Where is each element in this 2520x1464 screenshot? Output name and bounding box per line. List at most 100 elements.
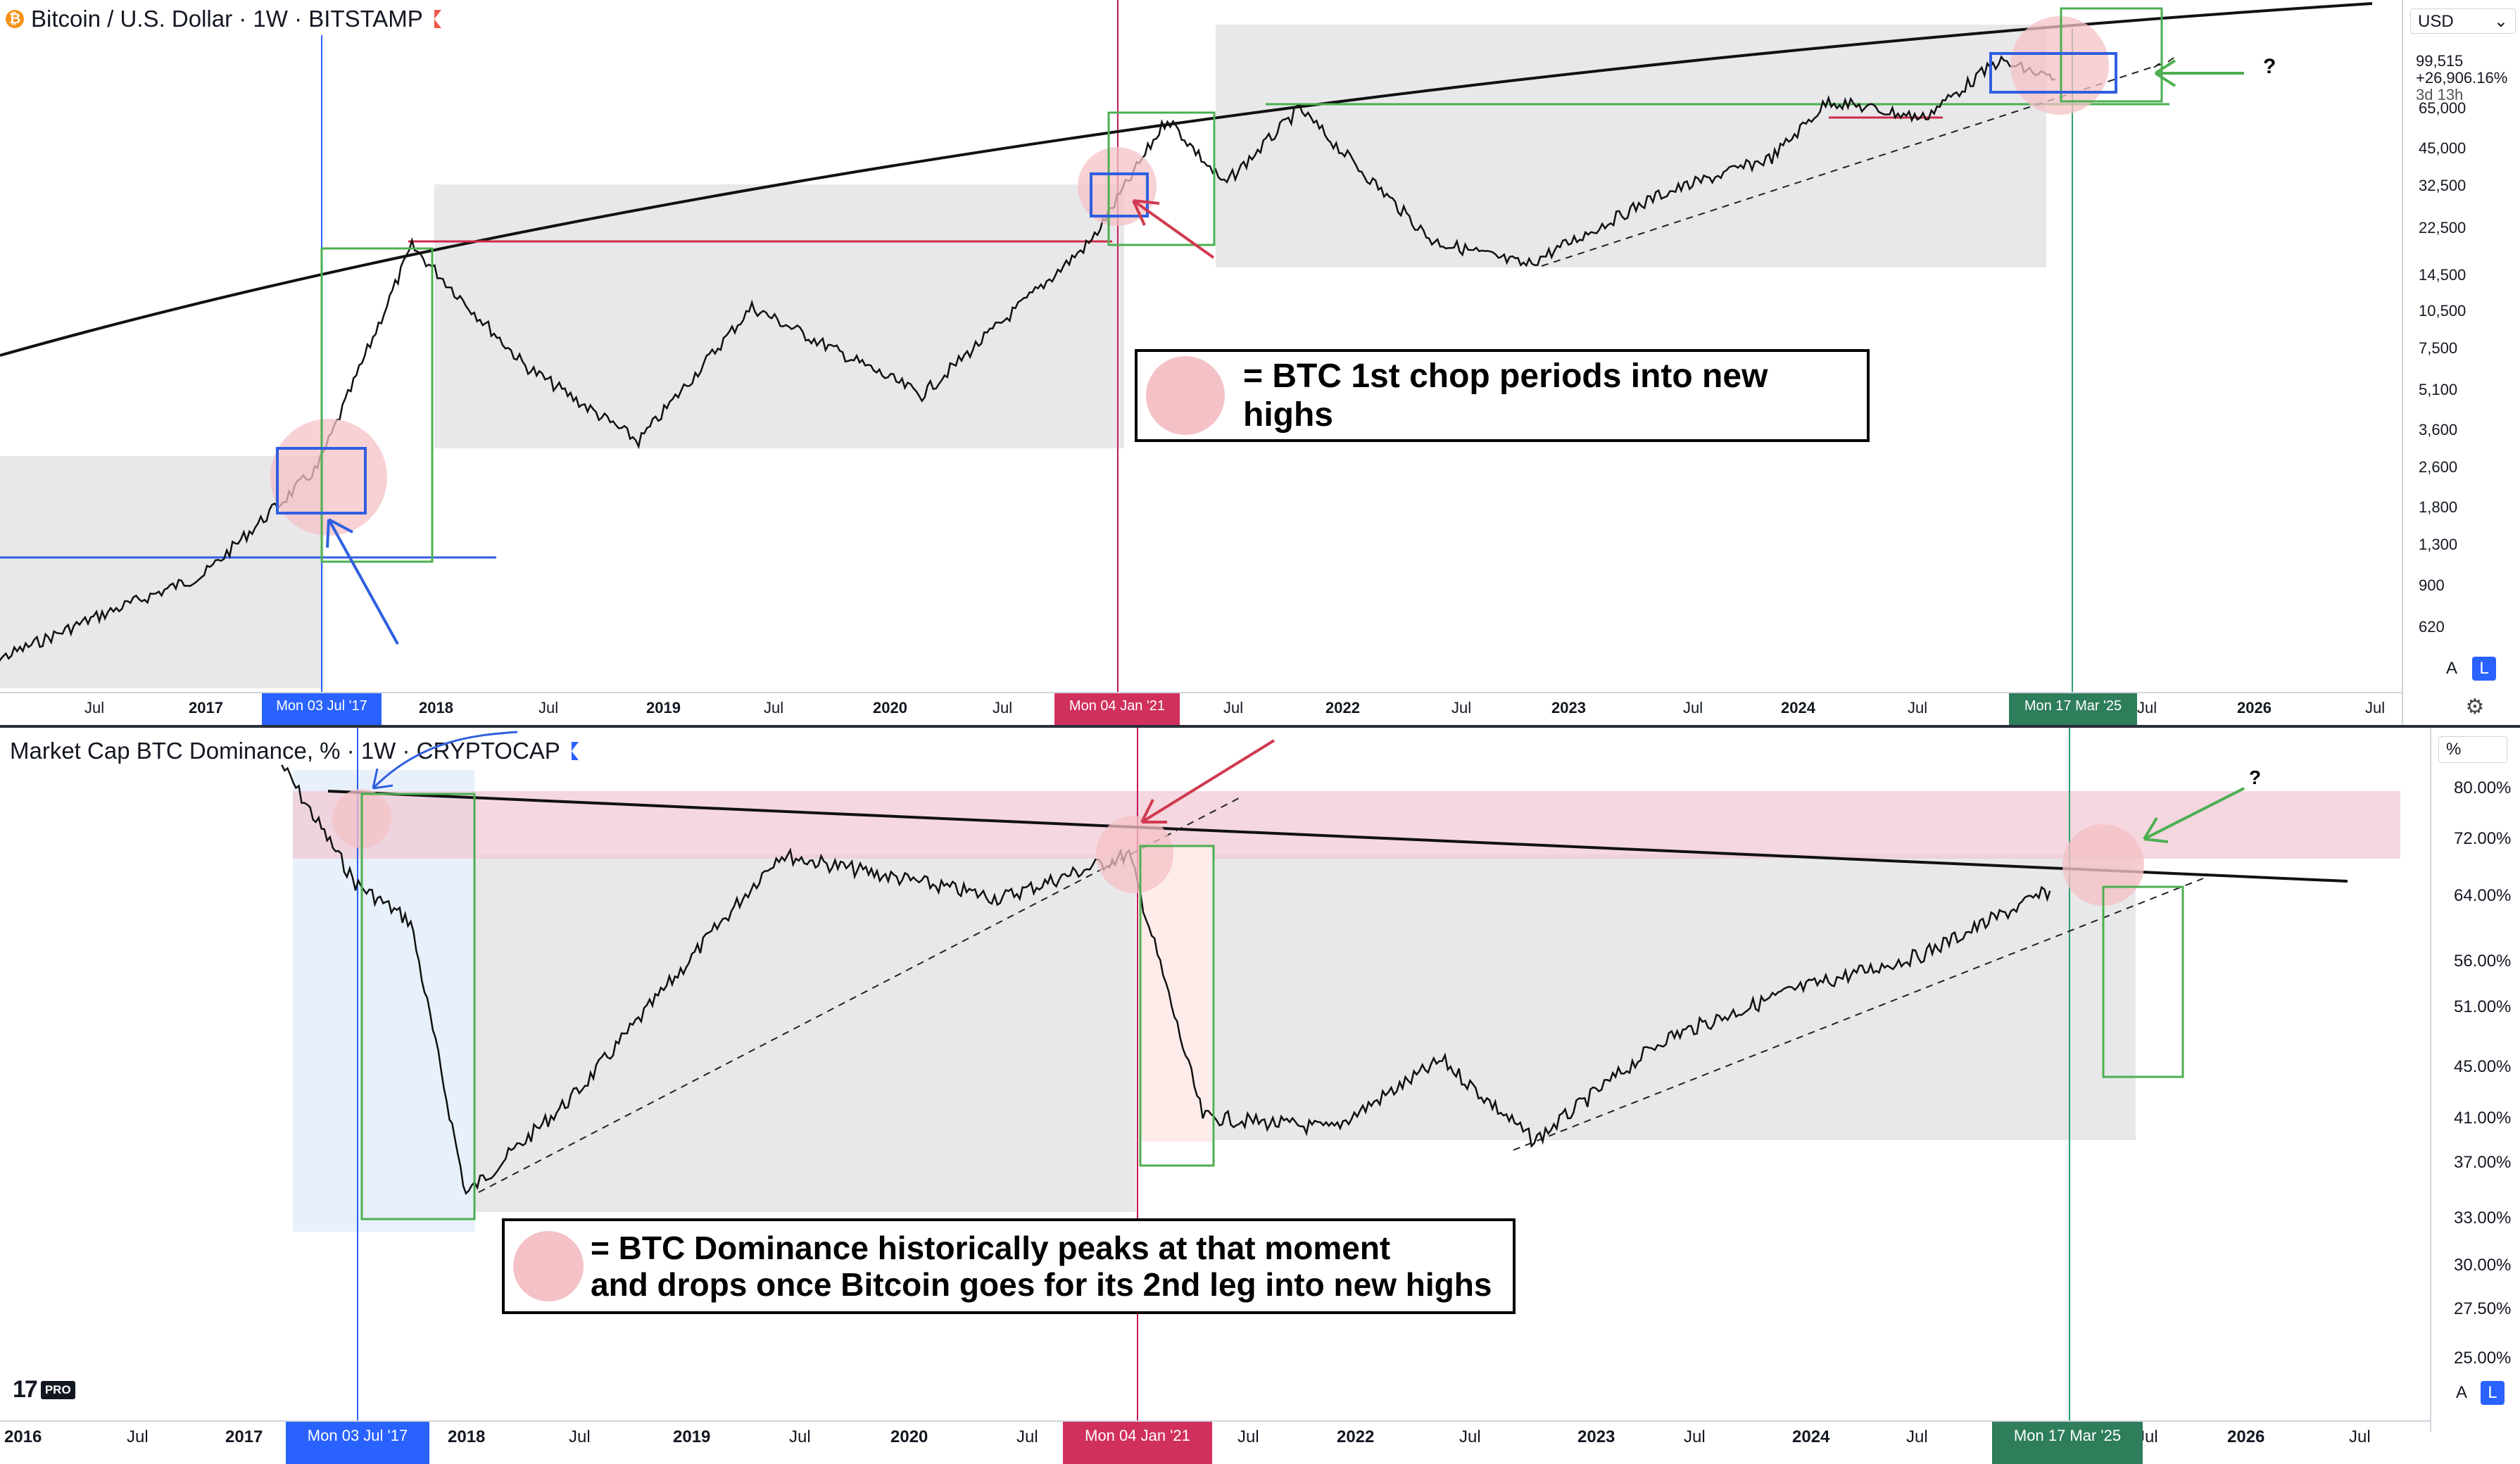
date-marker-label: Mon 04 Jan '21 — [1054, 693, 1180, 725]
price-tick-label: 7,500 — [2419, 339, 2458, 357]
tradingview-logo[interactable]: 17 PRO — [13, 1376, 75, 1403]
bottom-time-axis[interactable]: 2016 Jul 2017 2018 Jul 2019 Jul 2020 Jul Jul 2022 J… — [0, 1420, 2430, 1464]
dominance-range-zone-1 — [474, 854, 1136, 1212]
currency-selector[interactable]: USD ⌄ — [2410, 8, 2516, 34]
bottom-legend-line-2: and drops once Bitcoin goes for its 2nd … — [591, 1266, 1492, 1303]
arrow-blue — [372, 731, 518, 790]
date-marker-label: Mon 03 Jul '17 — [286, 1422, 429, 1464]
top-price-axis[interactable]: USD ⌄ 99,515 +26,906.16% 3d 13h 65,000 45… — [2402, 0, 2520, 725]
log-scale-button[interactable]: L — [2472, 657, 2496, 681]
price-tick-label: 2,600 — [2419, 458, 2458, 476]
log-scale-button[interactable]: L — [2481, 1381, 2505, 1405]
time-tick-label: Jul — [1223, 699, 1244, 717]
percent-tick-label: 72.00% — [2454, 829, 2512, 848]
top-question-mark: ? — [2263, 55, 2276, 78]
chop-box-3 — [1989, 52, 2117, 94]
time-tick-label: 2019 — [646, 699, 681, 717]
dominance-range-zone-2 — [1215, 854, 2136, 1140]
arrow-green — [2143, 787, 2245, 843]
top-time-axis[interactable]: Jul 2017 2018 Jul 2019 Jul 2020 Jul Jul 2022 Jul 20… — [0, 692, 2402, 725]
time-tick-label: Jul — [993, 699, 1013, 717]
auto-scale-button[interactable]: A — [2440, 657, 2464, 681]
chop-highlight-3 — [2010, 16, 2109, 115]
percent-tick-label: 80.00% — [2454, 778, 2512, 797]
price-tick-label: 32,500 — [2419, 177, 2467, 194]
bitcoin-icon: ₿ — [6, 10, 24, 28]
time-tick-label: 2016 — [4, 1427, 42, 1446]
percent-tick-label: 25.00% — [2454, 1349, 2512, 1368]
price-tick-label: 1,800 — [2419, 498, 2458, 516]
time-tick-label: 2022 — [1337, 1427, 1375, 1446]
arrow-green — [2153, 57, 2244, 87]
time-tick-label: 2024 — [1781, 699, 1815, 717]
dominance-peak-highlight-2 — [1096, 816, 1173, 893]
time-tick-label: 2018 — [448, 1427, 486, 1446]
bottom-legend-line-1: = BTC Dominance historically peaks at th… — [591, 1230, 1391, 1266]
top-symbol-header[interactable]: ₿ Bitcoin / U.S. Dollar · 1W · BITSTAMP — [6, 6, 441, 32]
auto-scale-button[interactable]: A — [2450, 1381, 2474, 1405]
price-tick-label: 10,500 — [2419, 302, 2467, 320]
tv-logo-mark: 17 — [13, 1376, 38, 1403]
dominance-peak-highlight-3 — [2062, 824, 2144, 906]
drop-box-1 — [360, 793, 476, 1220]
time-tick-label: 2026 — [2237, 699, 2272, 717]
change-pct-label: +26,906.16% — [2416, 69, 2508, 87]
bottom-question-mark: ? — [2249, 766, 2261, 788]
price-tick-label: 620 — [2419, 618, 2445, 636]
chop-box-1 — [276, 447, 367, 515]
time-tick-label: 2019 — [673, 1427, 711, 1446]
time-tick-label: Jul — [1908, 699, 1928, 717]
pro-badge: PRO — [40, 1380, 75, 1399]
time-tick-label: Jul — [2137, 699, 2157, 717]
panel-divider[interactable] — [0, 725, 2520, 728]
bottom-symbol-header[interactable]: Market Cap BTC Dominance, % · 1W · CRYPT… — [10, 738, 579, 764]
bottom-percent-axis[interactable]: % 80.00% 72.00% 64.00% 56.00% 51.00% 45.00% 41… — [2430, 728, 2520, 1432]
top-legend-text: = BTC 1st chop periods into new highs — [1243, 358, 1768, 434]
percent-tick-label: 64.00% — [2454, 886, 2512, 905]
chop-highlight-1 — [270, 419, 387, 536]
time-tick-label: Jul — [1684, 1427, 1706, 1446]
percent-tick-label: 51.00% — [2454, 997, 2512, 1016]
time-tick-label: 2024 — [1792, 1427, 1830, 1446]
settings-gear-icon[interactable]: ⚙ — [2465, 695, 2485, 719]
time-tick-label: 2018 — [419, 699, 453, 717]
time-tick-label: 2017 — [225, 1427, 263, 1446]
top-legend-note: = BTC 1st chop periods into new highs — [1135, 349, 1870, 442]
top-symbol-title: Bitcoin / U.S. Dollar · 1W · BITSTAMP — [31, 6, 423, 32]
unit-selector[interactable]: % — [2438, 736, 2507, 763]
time-tick-label: Jul — [127, 1427, 149, 1446]
long-term-resistance-curve — [0, 2, 2373, 357]
time-tick-label: Jul — [538, 699, 559, 717]
dominance-series — [281, 764, 2051, 1195]
price-tick-label: 3,600 — [2419, 421, 2458, 438]
percent-tick-label: 37.00% — [2454, 1153, 2512, 1172]
percent-tick-label: 56.00% — [2454, 952, 2512, 971]
btc-dominance-chart[interactable]: ? — [0, 728, 2430, 1432]
consolidation-zone-1 — [0, 456, 324, 688]
drop-box-3 — [2102, 885, 2184, 1078]
price-tick-label: 1,300 — [2419, 536, 2458, 553]
flag-icon[interactable] — [434, 10, 441, 28]
time-tick-label: 2026 — [2227, 1427, 2265, 1446]
time-tick-label: Jul — [1459, 1427, 1481, 1446]
time-tick-label: Jul — [569, 1427, 591, 1446]
arrow-red — [1132, 199, 1215, 259]
flag-icon[interactable] — [571, 742, 579, 760]
price-tick-label: 65,000 — [2419, 99, 2467, 117]
btc-price-chart[interactable]: ? — [0, 0, 2520, 725]
percent-tick-label: 45.00% — [2454, 1057, 2512, 1076]
date-marker-label: Mon 03 Jul '17 — [262, 693, 382, 725]
time-tick-label: 2022 — [1325, 699, 1360, 717]
breakout-box-1 — [320, 247, 434, 563]
percent-tick-label: 41.00% — [2454, 1109, 2512, 1128]
dominance-resistance-line — [327, 790, 2348, 883]
countdown-label: 3d 13h — [2416, 86, 2464, 103]
date-marker-label: Mon 17 Mar '25 — [1992, 1422, 2143, 1464]
time-tick-label: Jul — [1683, 699, 1703, 717]
time-tick-label: Jul — [1906, 1427, 1928, 1446]
time-tick-label: 2020 — [873, 699, 907, 717]
legend-circle-icon — [513, 1231, 584, 1301]
bottom-symbol-title: Market Cap BTC Dominance, % · 1W · CRYPT… — [10, 738, 560, 764]
consolidation-zone-3 — [1216, 25, 2046, 267]
percent-tick-label: 33.00% — [2454, 1209, 2512, 1228]
